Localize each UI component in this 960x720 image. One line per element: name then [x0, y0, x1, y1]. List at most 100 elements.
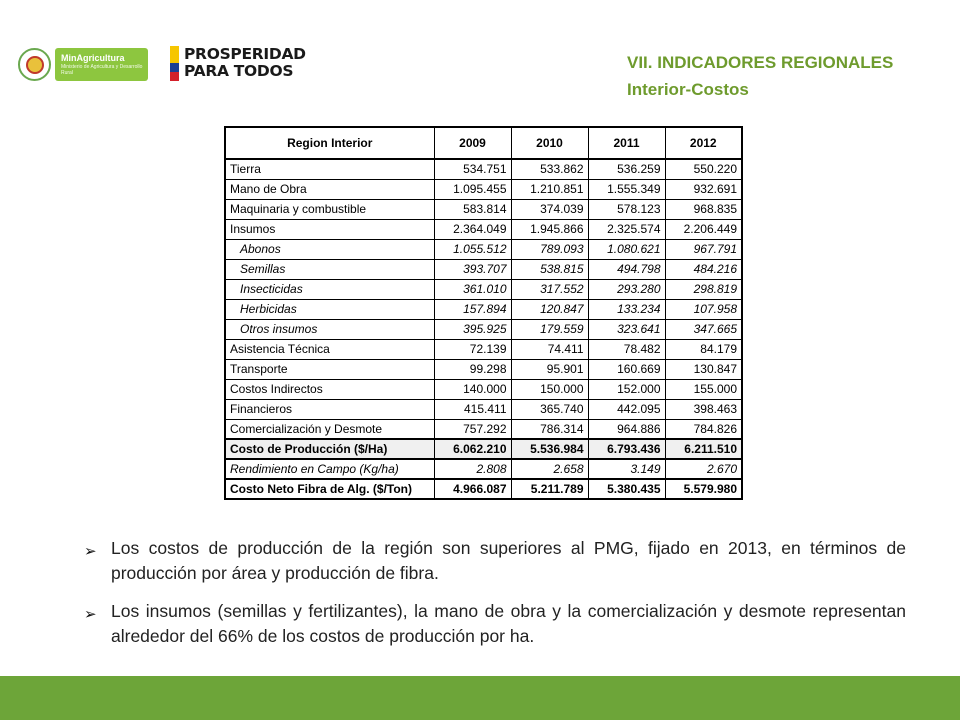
table-row: Semillas 393.707 538.815 494.798 484.216	[224, 258, 743, 280]
row-value: 5.211.789	[510, 478, 589, 500]
bullet-text: Los costos de producción de la región so…	[111, 538, 906, 583]
row-label: Comercialización y Desmote	[224, 418, 435, 440]
row-label: Herbicidas	[224, 298, 435, 320]
row-value: 1.555.349	[587, 178, 666, 200]
row-label: Insumos	[224, 218, 435, 240]
row-value: 964.886	[587, 418, 666, 440]
bullet-item: ➢ Los insumos (semillas y fertilizantes)…	[84, 599, 906, 649]
ministry-name: MinAgricultura	[61, 53, 125, 63]
table-row: Insecticidas 361.010 317.552 293.280 298.819	[224, 278, 743, 300]
header-2009: 2009	[433, 126, 512, 160]
row-value: 442.095	[587, 398, 666, 420]
row-value: 6.211.510	[664, 438, 743, 460]
arrow-bullet-icon: ➢	[84, 606, 97, 623]
row-value: 74.411	[510, 338, 589, 360]
table-row: Financieros 415.411 365.740 442.095 398.463	[224, 398, 743, 420]
row-value: 160.669	[587, 358, 666, 380]
row-value: 534.751	[433, 158, 512, 180]
row-value: 6.793.436	[587, 438, 666, 460]
row-label: Abonos	[224, 238, 435, 260]
row-value: 415.411	[433, 398, 512, 420]
row-value: 932.691	[664, 178, 743, 200]
row-value: 152.000	[587, 378, 666, 400]
row-value: 374.039	[510, 198, 589, 220]
row-label: Semillas	[224, 258, 435, 280]
row-value: 3.149	[587, 458, 666, 480]
table-row: Costos Indirectos 140.000 150.000 152.000 15…	[224, 378, 743, 400]
row-value: 538.815	[510, 258, 589, 280]
ministry-subtitle: Ministerio de Agricultura y Desarrollo R…	[61, 64, 143, 76]
table-row: Insumos 2.364.049 1.945.866 2.325.574 2.206.…	[224, 218, 743, 240]
row-value: 550.220	[664, 158, 743, 180]
row-label: Insecticidas	[224, 278, 435, 300]
row-value: 298.819	[664, 278, 743, 300]
row-value: 361.010	[433, 278, 512, 300]
table-row: Otros insumos 395.925 179.559 323.641 347.66…	[224, 318, 743, 340]
row-value: 583.814	[433, 198, 512, 220]
bullet-text: Los insumos (semillas y fertilizantes), …	[111, 601, 906, 646]
row-value: 968.835	[664, 198, 743, 220]
row-value: 494.798	[587, 258, 666, 280]
row-value: 398.463	[664, 398, 743, 420]
table-row: Abonos 1.055.512 789.093 1.080.621 967.791	[224, 238, 743, 260]
arrow-bullet-icon: ➢	[84, 543, 97, 560]
brand-line-1: PROSPERIDAD	[184, 45, 306, 63]
row-label: Asistencia Técnica	[224, 338, 435, 360]
row-value: 2.670	[664, 458, 743, 480]
row-label: Mano de Obra	[224, 178, 435, 200]
row-value: 293.280	[587, 278, 666, 300]
row-value: 317.552	[510, 278, 589, 300]
row-value: 967.791	[664, 238, 743, 260]
row-label: Costos Indirectos	[224, 378, 435, 400]
row-value: 4.966.087	[433, 478, 512, 500]
row-value: 757.292	[433, 418, 512, 440]
colombia-flag-icon	[170, 46, 179, 81]
row-value: 789.093	[510, 238, 589, 260]
row-value: 1.210.851	[510, 178, 589, 200]
row-value: 365.740	[510, 398, 589, 420]
row-value: 323.641	[587, 318, 666, 340]
row-value: 395.925	[433, 318, 512, 340]
row-value: 2.206.449	[664, 218, 743, 240]
row-value: 150.000	[510, 378, 589, 400]
bullet-item: ➢ Los costos de producción de la región …	[84, 536, 906, 586]
row-label: Costo Neto Fibra de Alg. ($/Ton)	[224, 478, 435, 500]
header-2012: 2012	[664, 126, 743, 160]
row-value: 1.945.866	[510, 218, 589, 240]
ministry-badge: MinAgricultura Ministerio de Agricultura…	[55, 48, 148, 81]
ministry-logo: MinAgricultura Ministerio de Agricultura…	[18, 47, 152, 82]
table-row: Asistencia Técnica 72.139 74.411 78.482 84.1…	[224, 338, 743, 360]
row-value: 155.000	[664, 378, 743, 400]
row-value: 133.234	[587, 298, 666, 320]
row-value: 347.665	[664, 318, 743, 340]
row-value: 6.062.210	[433, 438, 512, 460]
table-row: Herbicidas 157.894 120.847 133.234 107.958	[224, 298, 743, 320]
footer-bar	[0, 676, 960, 720]
cost-table-container: Region Interior 2009 2010 2011 2012 Tier…	[224, 126, 743, 500]
row-value: 99.298	[433, 358, 512, 380]
bullet-list: ➢ Los costos de producción de la región …	[84, 536, 906, 662]
table-row: Maquinaria y combustible 583.814 374.039 57…	[224, 198, 743, 220]
cost-table: Region Interior 2009 2010 2011 2012 Tier…	[224, 126, 743, 500]
header-2011: 2011	[587, 126, 666, 160]
row-value: 2.808	[433, 458, 512, 480]
row-value: 1.095.455	[433, 178, 512, 200]
row-label: Tierra	[224, 158, 435, 180]
table-row: Rendimiento en Campo (Kg/ha) 2.808 2.658 3.…	[224, 458, 743, 480]
row-value: 78.482	[587, 338, 666, 360]
row-value: 533.862	[510, 158, 589, 180]
slide-title: VII. INDICADORES REGIONALES	[627, 53, 894, 72]
row-label: Rendimiento en Campo (Kg/ha)	[224, 458, 435, 480]
table-row: Mano de Obra 1.095.455 1.210.851 1.555.349 9…	[224, 178, 743, 200]
row-label: Costo de Producción ($/Ha)	[224, 438, 435, 460]
row-value: 1.080.621	[587, 238, 666, 260]
prosperidad-logo: PROSPERIDAD PARA TODOS	[170, 46, 310, 84]
table-row: Tierra 534.751 533.862 536.259 550.220	[224, 158, 743, 180]
slide-subtitle: Interior-Costos	[627, 80, 749, 99]
row-value: 107.958	[664, 298, 743, 320]
row-value: 157.894	[433, 298, 512, 320]
row-value: 484.216	[664, 258, 743, 280]
table-row: Comercialización y Desmote 757.292 786.314…	[224, 418, 743, 440]
row-value: 179.559	[510, 318, 589, 340]
table-header-row: Region Interior 2009 2010 2011 2012	[224, 126, 743, 160]
